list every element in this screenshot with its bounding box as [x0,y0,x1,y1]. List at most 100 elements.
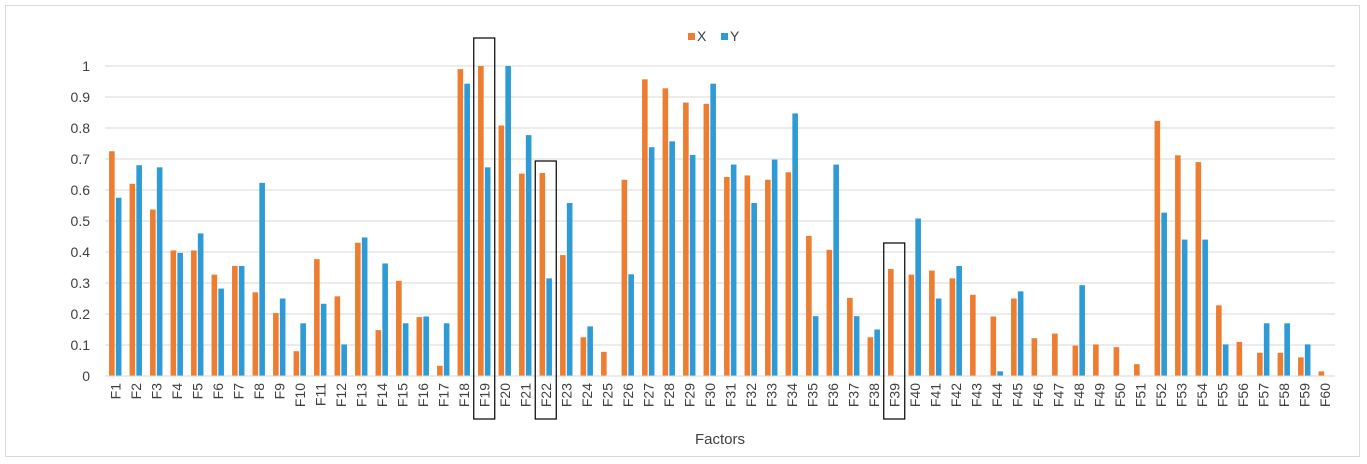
bar-y-f41 [935,298,942,376]
bar-y-f57 [1263,323,1270,376]
legend-label-y: Y [730,28,740,44]
x-tick-label-f30: F30 [702,383,718,407]
bar-x-f34 [785,172,792,376]
x-tick-label-f1: F1 [107,383,123,400]
bar-y-f52 [1161,212,1167,376]
x-tick-label-f11: F11 [312,383,328,406]
bar-x-f12 [334,296,341,376]
bar-y-f26 [628,274,634,376]
bar-x-f17 [437,365,443,376]
x-tick-label-f50: F50 [1112,383,1128,407]
x-tick-label-f17: F17 [435,383,451,407]
x-tick-label-f48: F48 [1071,383,1087,407]
x-tick-label-f47: F47 [1050,383,1066,407]
bar-x-f59 [1298,357,1304,376]
bar-x-f43 [970,294,976,376]
bar-y-f6 [218,288,224,376]
bar-x-f30 [703,103,710,376]
bar-x-f27 [642,79,648,376]
bar-x-f31 [724,176,730,376]
x-tick-label-f46: F46 [1030,383,1046,407]
x-tick-label-f43: F43 [968,383,984,407]
bar-x-f49 [1093,344,1099,376]
x-tick-label-f19: F19 [476,383,492,407]
bar-y-f14 [382,263,388,376]
bar-x-f33 [765,179,771,376]
x-tick-label-f6: F6 [210,383,226,400]
x-tick-label-f16: F16 [415,383,431,407]
bar-x-f55 [1216,305,1222,376]
bar-x-f38 [867,337,874,376]
x-tick-label-f52: F52 [1153,383,1169,407]
bars [109,66,1325,377]
bar-x-f51 [1134,364,1140,376]
bar-y-f22 [546,278,552,376]
bar-y-f27 [648,147,655,376]
bar-x-f37 [847,297,853,376]
bar-y-f54 [1202,239,1208,376]
x-tick-label-f25: F25 [599,383,615,407]
bar-y-f18 [464,83,470,377]
bar-y-f44 [997,371,1003,376]
bar-x-f3 [150,209,156,376]
bar-y-f23 [566,203,573,376]
bar-x-f52 [1154,120,1161,377]
bar-x-f36 [826,249,833,376]
highlight-box-f22 [534,160,557,420]
bar-y-f33 [771,159,778,376]
x-tick-label-f21: F21 [517,383,533,407]
y-tick-label: 0.9 [71,89,91,105]
x-tick-label-f55: F55 [1214,383,1230,407]
x-tick-label-f13: F13 [353,383,369,407]
bar-x-f1 [109,151,115,376]
x-tick-label-f4: F4 [169,383,185,400]
bar-y-f30 [710,83,716,377]
bar-x-f10 [293,351,300,376]
x-tick-label-f60: F60 [1317,383,1333,407]
x-tick-label-f53: F53 [1173,383,1189,407]
bar-y-f29 [689,154,696,376]
x-tick-label-f7: F7 [230,383,246,400]
bar-x-f35 [806,235,812,376]
bar-x-f39 [888,269,894,376]
x-tick-label-f3: F3 [148,383,164,400]
bar-y-f11 [320,303,327,376]
bar-y-f42 [956,265,962,376]
x-axis-title: Factors [695,431,745,448]
bar-y-f13 [361,237,368,376]
bar-x-f18 [457,69,464,376]
bar-x-f19 [478,66,484,376]
y-tick-label: 0.6 [71,182,91,198]
bar-y-f55 [1222,344,1229,376]
x-tick-label-f29: F29 [681,383,697,407]
bar-x-f4 [170,250,177,376]
x-tick-label-f34: F34 [784,383,800,407]
bar-y-f19 [484,167,491,376]
x-tick-label-f58: F58 [1276,383,1292,407]
bar-x-f45 [1011,298,1017,376]
bar-x-f58 [1277,352,1284,376]
x-tick-label-f32: F32 [743,383,759,407]
bar-x-f44 [990,316,997,376]
bar-y-f31 [730,164,737,376]
bar-x-f46 [1031,338,1038,376]
x-tick-label-f33: F33 [763,383,779,407]
bar-x-f14 [375,330,382,376]
x-tick-label-f28: F28 [661,383,677,407]
bar-y-f16 [423,316,429,376]
x-tick-label-f5: F5 [189,383,205,400]
x-tick-label-f45: F45 [1009,383,1025,407]
y-tick-label: 0.7 [71,151,91,167]
bar-x-f29 [683,102,689,376]
x-tick-label-f37: F37 [845,383,861,407]
bar-y-f2 [136,165,142,376]
bar-y-f32 [751,203,757,376]
x-tick-label-f9: F9 [271,383,287,400]
x-tick-label-f14: F14 [374,383,390,407]
bar-y-f48 [1079,285,1085,376]
legend: X Y [688,28,740,44]
x-tick-label-f15: F15 [394,383,410,407]
x-tick-label-f41: F41 [927,383,943,407]
y-tick-label: 0.8 [71,120,91,136]
x-axis-ticks: F1 F2 F3 F4 F5 F6 F7 F8 F9 F10 F11 F12 F13 F14 F15 F16 F… [107,383,1333,407]
